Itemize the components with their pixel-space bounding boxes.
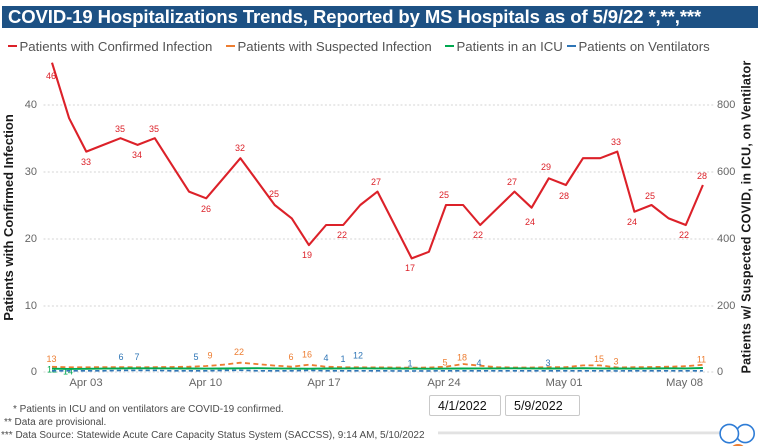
svg-text:0: 0 (717, 366, 723, 378)
svg-text:4: 4 (476, 358, 481, 368)
svg-text:19: 19 (302, 250, 312, 260)
svg-text:1: 1 (407, 359, 412, 369)
svg-text:20: 20 (25, 233, 37, 245)
svg-text:9: 9 (207, 351, 212, 361)
svg-text:22: 22 (234, 347, 244, 357)
svg-text:May 08: May 08 (666, 377, 703, 389)
svg-text:25: 25 (645, 191, 655, 201)
svg-text:33: 33 (611, 137, 621, 147)
svg-text:28: 28 (559, 191, 569, 201)
svg-text:27: 27 (507, 177, 517, 187)
svg-text:5: 5 (442, 357, 447, 367)
svg-text:30: 30 (25, 166, 37, 178)
svg-text:24: 24 (627, 217, 637, 227)
svg-text:24: 24 (525, 217, 535, 227)
svg-text:Patients w/ Suspected COVID, i: Patients w/ Suspected COVID, in ICU, on … (740, 61, 754, 374)
svg-text:27: 27 (371, 177, 381, 187)
svg-text:25: 25 (439, 190, 449, 200)
svg-text:22: 22 (473, 230, 483, 240)
svg-text:18: 18 (457, 353, 467, 363)
svg-text:40: 40 (25, 99, 37, 111)
svg-text:35: 35 (149, 124, 159, 134)
svg-text:Apr 10: Apr 10 (189, 377, 222, 389)
svg-text:11: 11 (697, 354, 706, 364)
svg-text:32: 32 (235, 143, 245, 153)
svg-text:Apr 03: Apr 03 (69, 377, 102, 389)
svg-text:1: 1 (340, 354, 345, 364)
svg-text:25: 25 (269, 189, 279, 199)
svg-text:22: 22 (337, 230, 347, 240)
svg-text:3: 3 (613, 357, 618, 367)
svg-text:15: 15 (594, 354, 604, 364)
svg-text:200: 200 (717, 300, 735, 312)
svg-text:16: 16 (302, 350, 312, 360)
svg-text:29: 29 (541, 162, 551, 172)
svg-text:35: 35 (115, 124, 125, 134)
svg-text:10: 10 (25, 300, 37, 312)
svg-text:Patients with Confirmed Infect: Patients with Confirmed Infection (1, 114, 16, 321)
svg-text:17: 17 (405, 263, 415, 273)
svg-text:22: 22 (679, 230, 689, 240)
svg-text:Apr 24: Apr 24 (427, 377, 460, 389)
svg-text:7: 7 (134, 352, 139, 362)
svg-text:13: 13 (46, 354, 56, 364)
svg-text:6: 6 (288, 352, 293, 362)
svg-text:400: 400 (717, 233, 735, 245)
svg-text:33: 33 (81, 157, 91, 167)
svg-text:0: 0 (31, 366, 37, 378)
svg-text:6: 6 (118, 352, 123, 362)
svg-text:3: 3 (545, 358, 550, 368)
svg-text:34: 34 (132, 150, 142, 160)
svg-text:46: 46 (46, 71, 56, 81)
svg-text:5: 5 (193, 352, 198, 362)
svg-text:26: 26 (201, 204, 211, 214)
svg-text:600: 600 (717, 166, 735, 178)
svg-text:28: 28 (697, 171, 707, 181)
svg-text:May 01: May 01 (545, 377, 582, 389)
svg-text:12: 12 (353, 351, 363, 361)
svg-text:4: 4 (323, 353, 328, 363)
svg-text:800: 800 (717, 99, 735, 111)
svg-text:Apr 17: Apr 17 (307, 377, 340, 389)
